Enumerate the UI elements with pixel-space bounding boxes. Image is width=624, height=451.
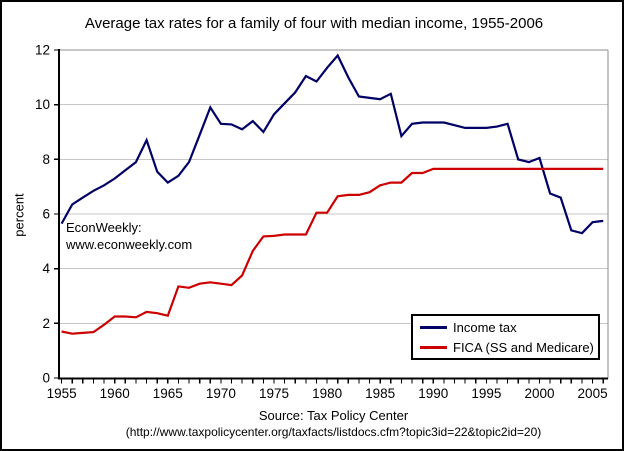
legend-label-income-tax: Income tax bbox=[453, 319, 517, 335]
legend-item-fica: FICA (SS and Medicare) bbox=[420, 340, 598, 355]
x-tick-label-1995: 1995 bbox=[471, 386, 501, 401]
source-note: Source: Tax Policy Center (http://www.ta… bbox=[59, 408, 608, 439]
chart-title: Average tax rates for a family of four w… bbox=[84, 15, 544, 32]
y-tick-label-10: 10 bbox=[35, 97, 50, 112]
annotation-line1: EconWeekly: bbox=[66, 220, 142, 235]
x-tick-label-1970: 1970 bbox=[206, 386, 236, 401]
legend-item-income-tax: Income tax bbox=[420, 320, 598, 335]
legend: Income tax FICA (SS and Medicare) bbox=[411, 314, 600, 360]
fica-line-swatch bbox=[420, 345, 447, 349]
x-tick-label-1960: 1960 bbox=[100, 386, 130, 401]
y-tick-label-6: 6 bbox=[42, 207, 50, 222]
x-tick-label-2005: 2005 bbox=[578, 386, 608, 401]
x-tick-label-1965: 1965 bbox=[153, 386, 183, 401]
x-tick-label-1990: 1990 bbox=[418, 386, 448, 401]
y-tick-label-4: 4 bbox=[42, 261, 50, 276]
y-axis-title: percent bbox=[11, 193, 27, 237]
income-tax-line bbox=[60, 53, 604, 235]
x-tick-label-2000: 2000 bbox=[524, 386, 554, 401]
x-tick-label-1955: 1955 bbox=[47, 386, 77, 401]
x-tick-label-1985: 1985 bbox=[365, 386, 395, 401]
source-line2: (http://www.taxpolicycenter.org/taxfacts… bbox=[125, 425, 542, 439]
legend-label-fica: FICA (SS and Medicare) bbox=[453, 339, 594, 355]
y-tick-label-2: 2 bbox=[42, 316, 50, 331]
annotation-line2: www.econweekly.com bbox=[66, 237, 193, 252]
x-tick-label-1980: 1980 bbox=[312, 386, 342, 401]
x-tick-label-1975: 1975 bbox=[259, 386, 289, 401]
source-line1: Source: Tax Policy Center bbox=[258, 408, 409, 423]
income-tax-line-swatch bbox=[420, 325, 447, 329]
fica-ss-and-medicare-line bbox=[61, 167, 604, 335]
y-tick-label-0: 0 bbox=[42, 371, 50, 386]
y-tick-label-12: 12 bbox=[35, 43, 50, 58]
watermark-annotation: EconWeekly: www.econweekly.com bbox=[66, 219, 192, 253]
y-tick-label-8: 8 bbox=[42, 152, 50, 167]
